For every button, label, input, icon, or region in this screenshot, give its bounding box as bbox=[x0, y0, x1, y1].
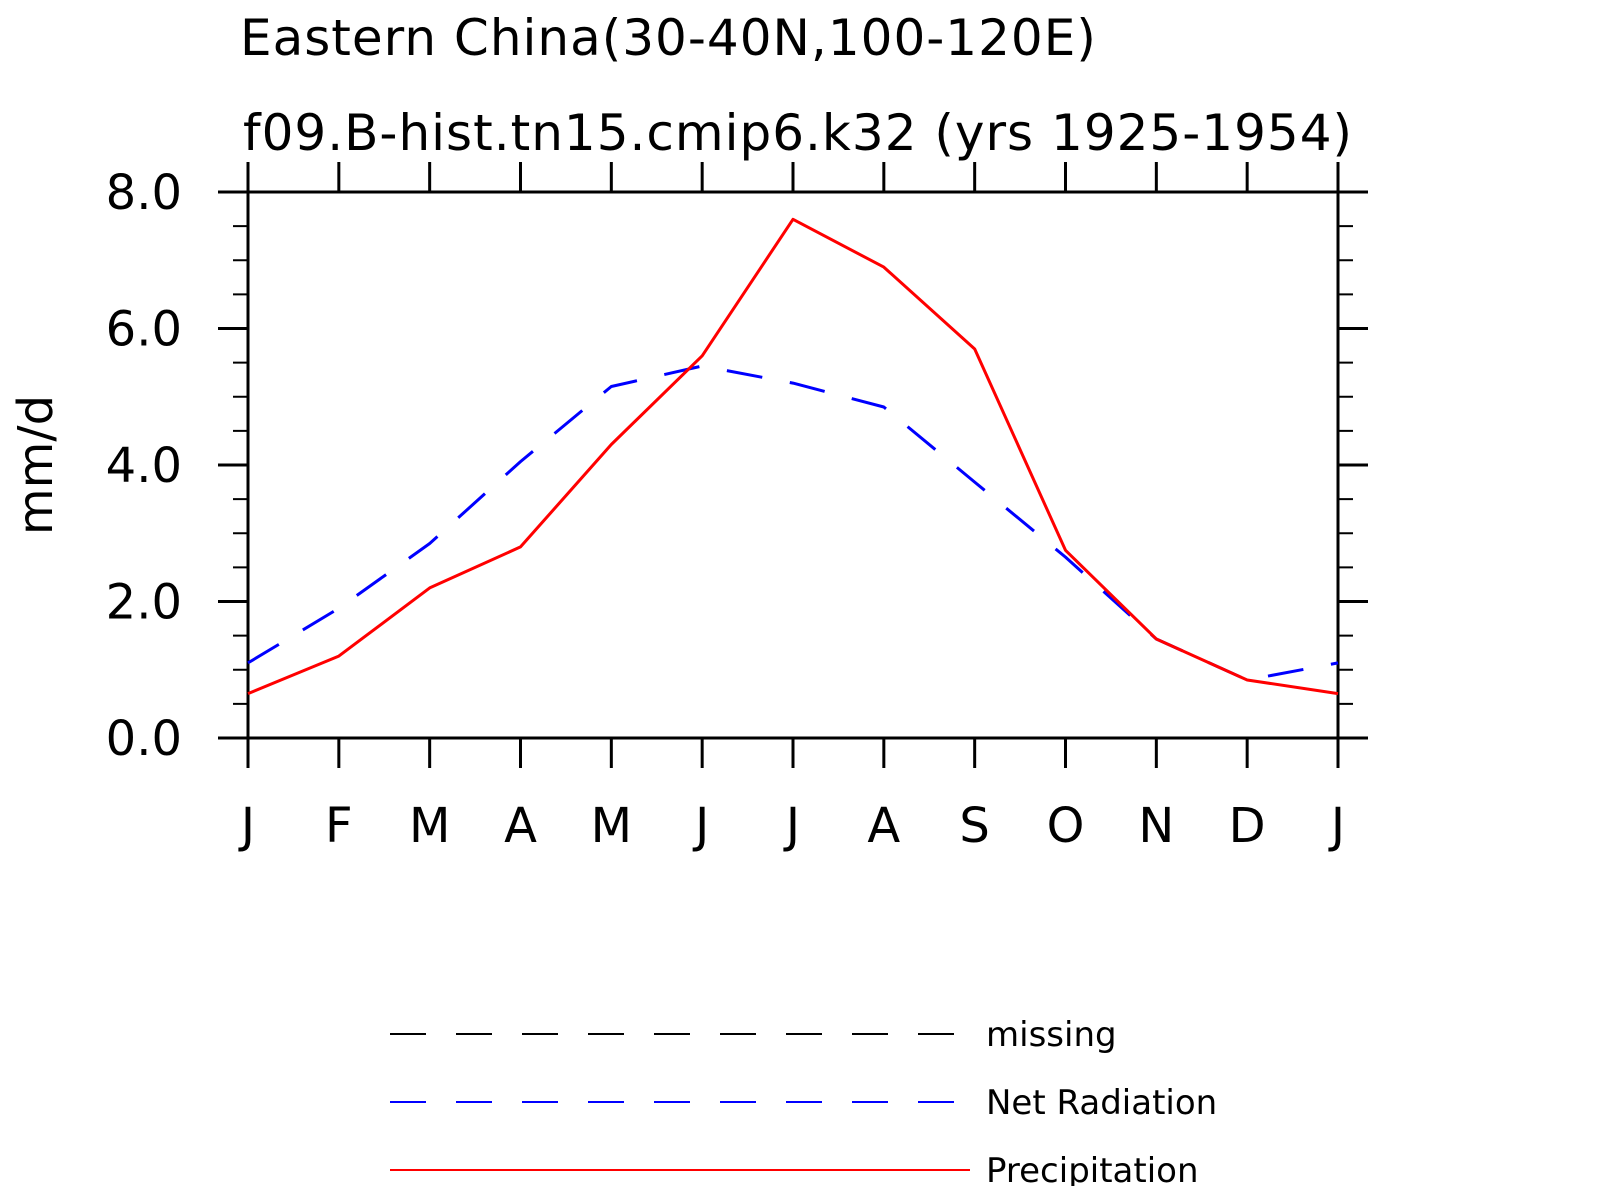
x-tick-label: J bbox=[238, 798, 255, 854]
plot-frame bbox=[246, 190, 1340, 740]
y-tick-label: 4.0 bbox=[106, 438, 182, 494]
y-tick-label: 2.0 bbox=[106, 575, 182, 631]
x-tick-label: S bbox=[959, 798, 989, 854]
legend-label: Precipitation bbox=[986, 1151, 1199, 1186]
x-tick-label: M bbox=[409, 798, 450, 854]
series-line-net-radiation bbox=[247, 364, 1339, 682]
legend-label: missing bbox=[986, 1015, 1117, 1055]
x-tick-label: M bbox=[591, 798, 632, 854]
x-tick-label: J bbox=[1328, 798, 1345, 854]
x-tick-label: A bbox=[504, 798, 537, 854]
legend-label: Net Radiation bbox=[986, 1083, 1217, 1123]
x-tick-label: J bbox=[692, 798, 709, 854]
chart-title: Eastern China(30-40N,100-120E) bbox=[240, 9, 1097, 67]
x-tick-label: N bbox=[1138, 798, 1174, 854]
chart-subtitle: f09.B-hist.tn15.cmip6.k32 (yrs 1925-1954… bbox=[243, 104, 1353, 162]
x-tick-label: F bbox=[325, 798, 353, 854]
x-tick-label: J bbox=[783, 798, 800, 854]
series-line-precipitation bbox=[247, 217, 1339, 696]
x-tick-label: A bbox=[867, 798, 900, 854]
x-tick-label: D bbox=[1229, 798, 1266, 854]
legend: missing Net Radiation Precipitation bbox=[390, 1015, 1217, 1186]
axes: J F M A M J J A S O N D J0.02.04.06.08.0 bbox=[106, 162, 1368, 854]
x-tick-label: O bbox=[1047, 798, 1085, 854]
y-tick-label: 0.0 bbox=[106, 711, 182, 767]
y-tick-label: 6.0 bbox=[106, 302, 182, 358]
plot-lines bbox=[247, 217, 1339, 696]
y-axis-label: mm/d bbox=[8, 395, 64, 535]
y-tick-label: 8.0 bbox=[106, 165, 182, 221]
